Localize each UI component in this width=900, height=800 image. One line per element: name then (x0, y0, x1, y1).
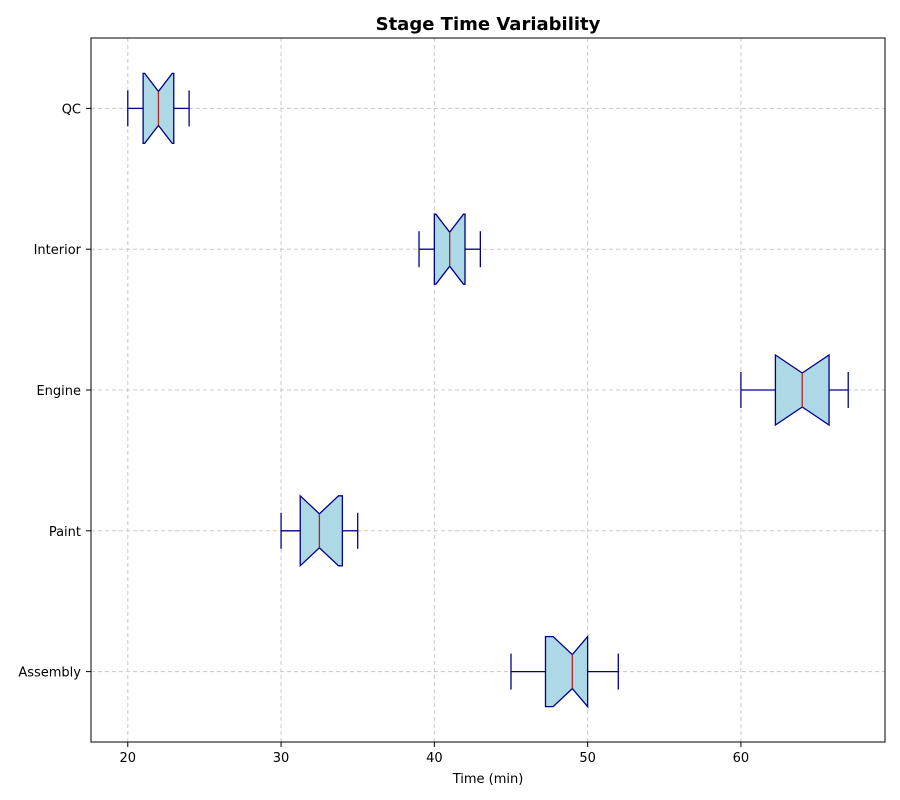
box-interior (418, 213, 481, 285)
x-tick-label: 20 (120, 751, 137, 766)
y-tick-label: Engine (36, 384, 81, 399)
notched-box (544, 634, 589, 709)
y-tick-label: QC (62, 102, 81, 117)
x-tick-label: 30 (273, 751, 290, 766)
box-paint (280, 494, 359, 568)
x-axis-label: Time (min) (452, 772, 524, 787)
notched-box (299, 494, 344, 568)
y-tick-label: Assembly (18, 666, 81, 681)
x-tick-label: 60 (733, 751, 750, 766)
chart-title: Stage Time Variability (376, 14, 601, 35)
box-assembly (510, 634, 619, 709)
x-tick-label: 40 (426, 751, 443, 766)
box-qc (127, 72, 190, 145)
box-engine (740, 353, 849, 427)
box-layer (127, 72, 849, 709)
y-tick-label: Paint (49, 525, 81, 540)
x-tick-label: 50 (579, 751, 596, 766)
y-tick-label: Interior (34, 243, 82, 258)
tick-layer: 20 30 40 50 60 Assembly Paint Engine Interior QC (18, 102, 749, 766)
